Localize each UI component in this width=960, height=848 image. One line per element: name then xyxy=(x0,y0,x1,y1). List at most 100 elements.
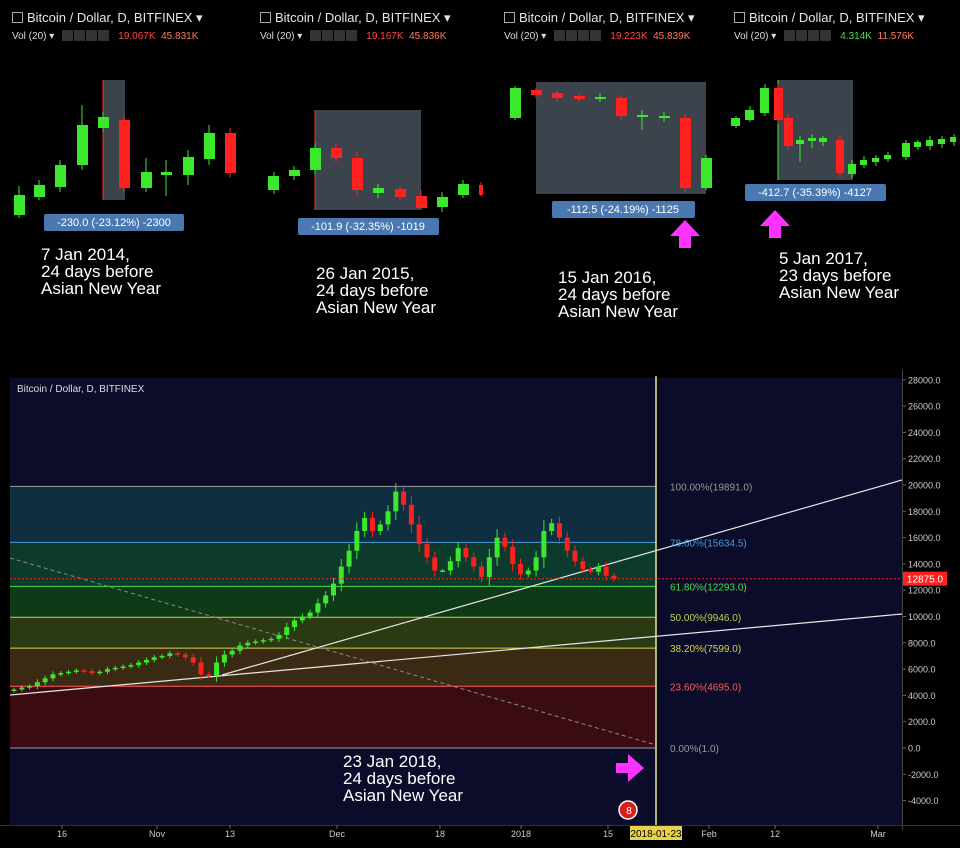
measure-label xyxy=(44,214,184,231)
measure-label xyxy=(552,201,695,218)
candle-up xyxy=(338,566,344,584)
candle-up xyxy=(42,678,48,683)
collapse-icon[interactable] xyxy=(260,12,271,23)
fib-label: 38.20%(7599.0) xyxy=(670,644,741,655)
candle-down xyxy=(416,524,422,545)
y-tick-label: 8000.0 xyxy=(908,638,936,648)
candle-down xyxy=(774,88,783,120)
candle-down xyxy=(531,90,542,95)
candle-up xyxy=(268,176,279,190)
y-tick-label: 16000.0 xyxy=(908,533,941,543)
badge-text: 8 xyxy=(626,806,632,817)
legend-buttons[interactable] xyxy=(784,30,832,44)
candle-down xyxy=(510,546,516,564)
mini-chart-header[interactable]: Bitcoin / Dollar, D, BITFINEX ▾ xyxy=(260,10,451,26)
candle-up xyxy=(354,531,360,551)
mini-chart-2017: Bitcoin / Dollar, D, BITFINEX ▾ Vol (20)… xyxy=(734,0,960,240)
candle-up xyxy=(447,561,453,571)
candle-up xyxy=(161,172,172,175)
candle-up xyxy=(34,185,45,197)
candle-up xyxy=(808,138,816,141)
legend-buttons[interactable] xyxy=(554,30,602,44)
caption-2016: 15 Jan 2016, 24 days before Asian New Ye… xyxy=(558,268,679,321)
candle-down xyxy=(517,563,523,575)
candle-up xyxy=(872,158,879,162)
date-marker: 2018-01-23 xyxy=(630,826,682,840)
collapse-icon[interactable] xyxy=(12,12,23,23)
candle-up xyxy=(66,671,72,674)
candle-down xyxy=(574,96,585,99)
candle-up xyxy=(745,110,754,120)
candle-down xyxy=(119,120,130,188)
candle-down xyxy=(611,575,617,579)
candle-up xyxy=(11,689,17,691)
candle-down xyxy=(432,557,438,571)
earnings-badge[interactable]: 8 xyxy=(618,800,638,820)
mini-chart-header[interactable]: Bitcoin / Dollar, D, BITFINEX ▾ xyxy=(12,10,203,26)
candle-up xyxy=(373,188,384,193)
candle-up xyxy=(183,157,194,175)
candle-up xyxy=(245,642,251,646)
y-tick-label: 0.0 xyxy=(908,744,921,754)
candle-down xyxy=(395,189,406,197)
candle-up xyxy=(938,139,945,144)
candle-up xyxy=(659,116,670,118)
measure-label-text: -412.7 (-35.39%) -4127 xyxy=(758,187,872,199)
mini-chart-header[interactable]: Bitcoin / Dollar, D, BITFINEX ▾ xyxy=(734,10,925,26)
main-chart[interactable]: 100.00%(19891.0) 78.60%(15634.5) 61.80%(12… xyxy=(0,370,960,848)
mini-chart-header[interactable]: Bitcoin / Dollar, D, BITFINEX ▾ xyxy=(504,10,695,26)
trendline-upper xyxy=(221,479,902,676)
main-legend: Bitcoin / Dollar, D, BITFINEX xyxy=(17,384,145,395)
candle-up xyxy=(315,603,321,613)
candle-down xyxy=(471,557,477,567)
arrow-up-icon xyxy=(760,210,790,238)
y-tick-label: 26000.0 xyxy=(908,402,941,412)
candles-2016 xyxy=(510,86,712,192)
fib-label: 23.60%(4695.0) xyxy=(670,682,741,693)
mini-charts-drawing: -230.0 (-23.12%) -2300 -101.9 (-32.35%) … xyxy=(14,80,956,248)
candle-up xyxy=(97,671,103,674)
candle-up xyxy=(34,682,40,687)
mini-chart-2016: Bitcoin / Dollar, D, BITFINEX ▾ Vol (20)… xyxy=(504,0,729,240)
legend-buttons[interactable] xyxy=(62,30,110,44)
candle-up xyxy=(19,687,25,690)
candle-up xyxy=(494,537,500,558)
candle-up xyxy=(731,118,740,126)
y-tick-label: 2000.0 xyxy=(908,717,936,727)
candle-up xyxy=(229,650,235,655)
candle-up xyxy=(385,511,391,525)
candle-up xyxy=(151,657,157,660)
collapse-icon[interactable] xyxy=(504,12,515,23)
current-price-label: 12875.0 xyxy=(907,575,944,586)
collapse-icon[interactable] xyxy=(734,12,745,23)
x-tick-label: Dec xyxy=(329,829,346,839)
y-tick-label: 6000.0 xyxy=(908,665,936,675)
candle-down xyxy=(784,118,793,146)
candle-up xyxy=(914,142,921,147)
candle-down xyxy=(463,548,469,558)
y-tick-label: 18000.0 xyxy=(908,507,941,517)
candle-up xyxy=(77,125,88,165)
candle-up xyxy=(796,140,804,144)
legend-buttons[interactable] xyxy=(310,30,358,44)
candle-up xyxy=(701,158,712,188)
volume-legend: Vol (20) ▾ 19.067K 45.831K xyxy=(12,30,199,44)
fib-label: 0.00%(1.0) xyxy=(670,744,719,755)
measure-label-text: -101.9 (-32.35%) -1019 xyxy=(311,221,425,233)
candle-up xyxy=(902,143,910,157)
y-tick-label: 22000.0 xyxy=(908,454,941,464)
candle-up xyxy=(486,557,492,578)
mini-chart-2015: Bitcoin / Dollar, D, BITFINEX ▾ Vol (20)… xyxy=(260,0,490,240)
current-price-tag: 12875.0 xyxy=(903,571,947,586)
candle-up xyxy=(455,548,461,562)
trendline-dashed xyxy=(10,557,657,746)
candle-up xyxy=(55,165,66,187)
candle-down xyxy=(502,537,508,547)
candle-up xyxy=(105,669,111,672)
candle-down xyxy=(836,140,844,173)
candle-down xyxy=(564,537,570,551)
y-axis: 28000.0 26000.0 24000.0 22000.0 20000.0 18000… xyxy=(902,375,941,806)
fib-label: 61.80%(12293.0) xyxy=(670,582,747,593)
candle-up xyxy=(58,673,64,675)
candle-down xyxy=(175,653,181,655)
